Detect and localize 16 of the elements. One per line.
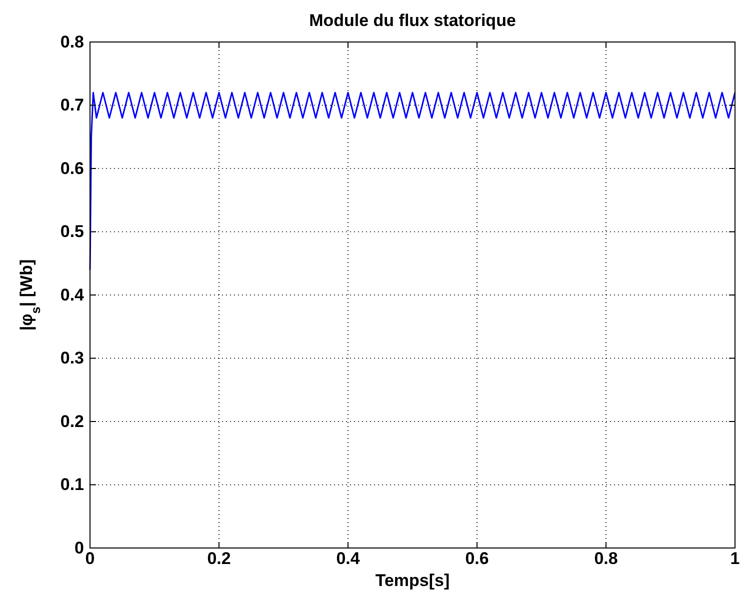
x-tick-label: 0.4 xyxy=(336,549,360,568)
line-series xyxy=(89,92,736,270)
y-tick-label: 0.3 xyxy=(60,348,84,368)
y-tick-label: 0.7 xyxy=(60,96,84,115)
x-tick-label: 1 xyxy=(730,549,740,568)
x-tick-label: 0.2 xyxy=(207,549,231,568)
x-axis-title: Temps[s] xyxy=(375,571,450,590)
y-tick-label: 0.1 xyxy=(60,475,84,494)
y-tick-label: 0.5 xyxy=(60,222,84,242)
x-tick-label: 0.8 xyxy=(594,549,618,568)
y-tick-label: 0.8 xyxy=(60,32,84,52)
y-tick-label: 0.6 xyxy=(60,158,84,178)
x-tick-label: 0.6 xyxy=(465,549,489,568)
y-tick-label: 0.2 xyxy=(60,412,84,431)
chart-title: Module du flux statorique xyxy=(309,11,516,30)
y-tick-label: 0.4 xyxy=(60,285,85,304)
